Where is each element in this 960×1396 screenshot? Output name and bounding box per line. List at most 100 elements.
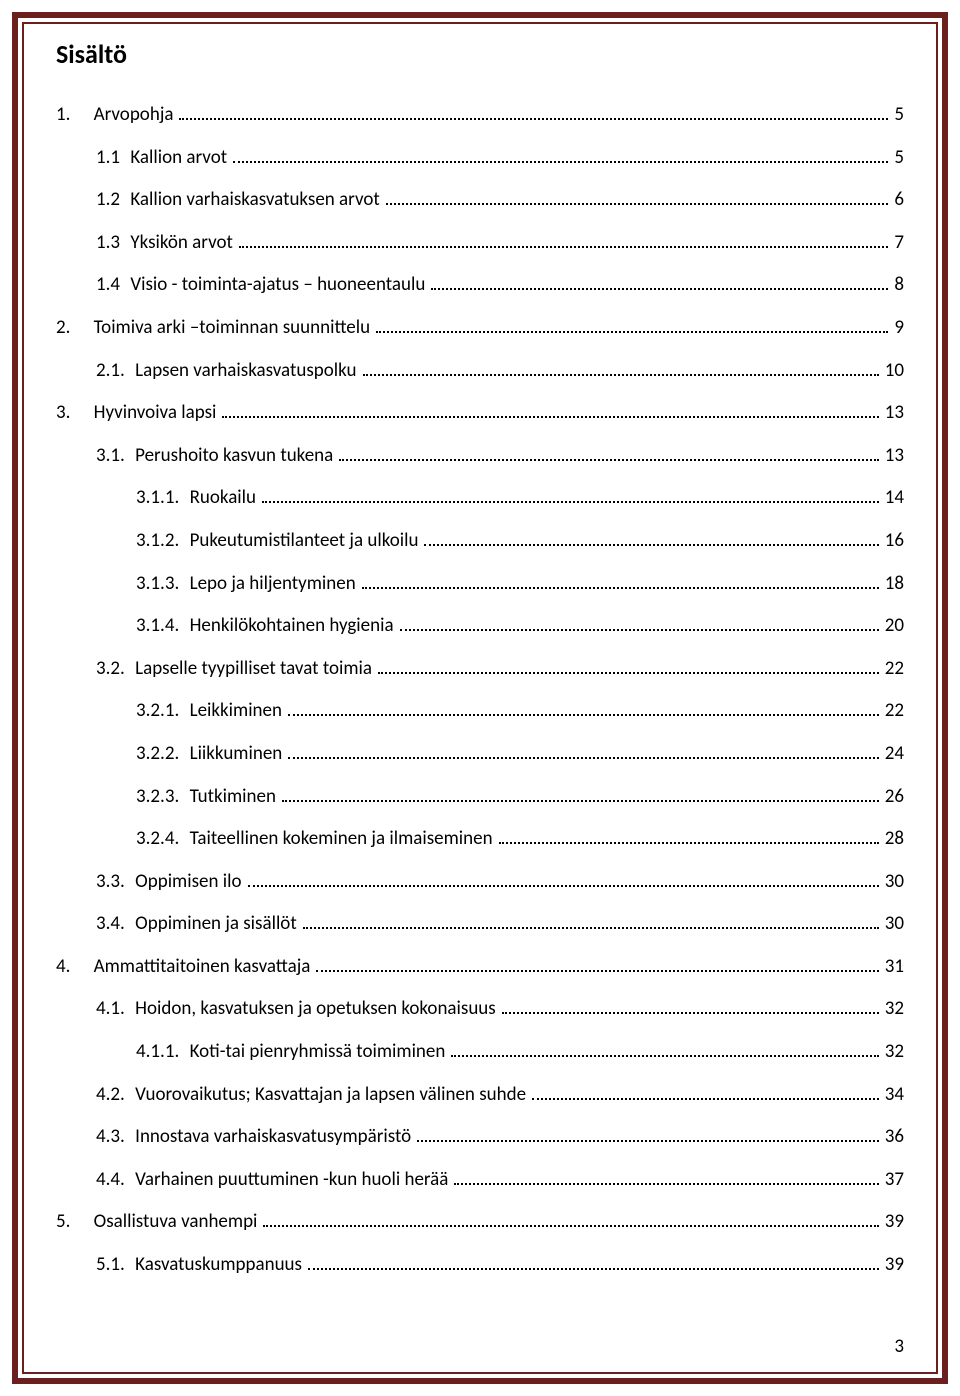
toc-number: 1.4 bbox=[96, 272, 124, 299]
toc-row: 4. Ammattitaitoinen kasvattaja31 bbox=[56, 946, 904, 989]
toc-number: 1. bbox=[56, 102, 88, 129]
toc-number: 3.2.3. bbox=[136, 784, 184, 811]
toc-number: 4.3. bbox=[96, 1124, 129, 1151]
toc-label: Visio - toiminta-ajatus – huoneentaulu bbox=[130, 272, 425, 299]
toc-label: Ruokailu bbox=[190, 485, 256, 512]
toc-leader-dots bbox=[248, 884, 879, 887]
toc-label: Tutkiminen bbox=[190, 784, 276, 811]
toc-label: Taiteellinen kokeminen ja ilmaiseminen bbox=[190, 826, 493, 853]
toc-page: 39 bbox=[885, 1252, 904, 1279]
toc-number: 3.3. bbox=[96, 869, 129, 896]
toc-label: Ammattitaitoinen kasvattaja bbox=[94, 954, 311, 981]
toc-list: 1. Arvopohja51.1 Kallion arvot51.2 Kalli… bbox=[56, 94, 904, 1287]
toc-row: 3.2. Lapselle tyypilliset tavat toimia22 bbox=[56, 648, 904, 691]
toc-row: 2. Toimiva arki –toiminnan suunnittelu9 bbox=[56, 307, 904, 350]
toc-label: Henkilökohtainen hygienia bbox=[190, 613, 394, 640]
toc-row: 5.1. Kasvatuskumppanuus39 bbox=[56, 1244, 904, 1287]
toc-number: 1.1 bbox=[96, 145, 124, 172]
toc-label: Yksikön arvot bbox=[130, 230, 233, 257]
toc-label: Pukeutumistilanteet ja ulkoilu bbox=[190, 528, 419, 555]
content-area: Sisältö 1. Arvopohja51.1 Kallion arvot51… bbox=[56, 38, 904, 1358]
toc-row: 3.1.1. Ruokailu14 bbox=[56, 477, 904, 520]
toc-leader-dots bbox=[362, 586, 879, 589]
toc-page: 8 bbox=[894, 272, 904, 299]
toc-page: 22 bbox=[885, 698, 904, 725]
toc-leader-dots bbox=[386, 202, 889, 205]
toc-row: 1.4 Visio - toiminta-ajatus – huoneentau… bbox=[56, 264, 904, 307]
toc-page: 7 bbox=[894, 230, 904, 257]
toc-number: 4.1.1. bbox=[136, 1039, 184, 1066]
toc-row: 4.2. Vuorovaikutus; Kasvattajan ja lapse… bbox=[56, 1074, 904, 1117]
toc-page: 6 bbox=[894, 187, 904, 214]
toc-row: 3.2.3. Tutkiminen26 bbox=[56, 776, 904, 819]
toc-label: Varhainen puuttuminen -kun huoli herää bbox=[135, 1167, 448, 1194]
toc-label: Kasvatuskumppanuus bbox=[135, 1252, 302, 1279]
toc-label: Koti-tai pienryhmissä toimiminen bbox=[190, 1039, 446, 1066]
toc-label: Arvopohja bbox=[94, 102, 174, 129]
toc-row: 3.3. Oppimisen ilo 30 bbox=[56, 861, 904, 904]
toc-page: 37 bbox=[885, 1167, 904, 1194]
toc-row: 1. Arvopohja5 bbox=[56, 94, 904, 137]
toc-number: 1.2 bbox=[96, 187, 124, 214]
toc-page: 32 bbox=[885, 996, 904, 1023]
toc-number: 1.3 bbox=[96, 230, 124, 257]
toc-label: Lapsen varhaiskasvatuspolku bbox=[135, 358, 356, 385]
toc-row: 4.3. Innostava varhaiskasvatusympäristö3… bbox=[56, 1116, 904, 1159]
toc-label: Leikkiminen bbox=[190, 698, 282, 725]
toc-number: 5. bbox=[56, 1209, 88, 1236]
toc-row: 3.1. Perushoito kasvun tukena13 bbox=[56, 435, 904, 478]
toc-row: 1.3 Yksikön arvot 7 bbox=[56, 222, 904, 265]
toc-number: 3.2. bbox=[96, 656, 129, 683]
toc-page: 16 bbox=[885, 528, 904, 555]
toc-label: Lepo ja hiljentyminen bbox=[190, 571, 356, 598]
toc-label: Perushoito kasvun tukena bbox=[135, 443, 333, 470]
toc-number: 4.1. bbox=[96, 996, 129, 1023]
toc-number: 3.2.2. bbox=[136, 741, 184, 768]
toc-row: 5. Osallistuva vanhempi39 bbox=[56, 1201, 904, 1244]
toc-label: Hoidon, kasvatuksen ja opetuksen kokonai… bbox=[135, 996, 496, 1023]
toc-row: 3.1.4. Henkilökohtainen hygienia20 bbox=[56, 605, 904, 648]
toc-leader-dots bbox=[239, 245, 889, 248]
toc-leader-dots bbox=[288, 756, 878, 759]
toc-leader-dots bbox=[222, 415, 878, 418]
toc-leader-dots bbox=[376, 330, 888, 333]
toc-row: 1.1 Kallion arvot5 bbox=[56, 137, 904, 180]
toc-page: 13 bbox=[885, 400, 904, 427]
toc-row: 3.2.2. Liikkuminen24 bbox=[56, 733, 904, 776]
toc-leader-dots bbox=[308, 1267, 879, 1270]
toc-page: 32 bbox=[885, 1039, 904, 1066]
toc-number: 4.2. bbox=[96, 1082, 129, 1109]
toc-label: Kallion arvot bbox=[130, 145, 227, 172]
toc-leader-dots bbox=[363, 373, 879, 376]
toc-row: 1.2 Kallion varhaiskasvatuksen arvot6 bbox=[56, 179, 904, 222]
toc-row: 3.2.1. Leikkiminen 22 bbox=[56, 690, 904, 733]
toc-leader-dots bbox=[179, 117, 888, 120]
toc-leader-dots bbox=[288, 713, 879, 716]
toc-leader-dots bbox=[502, 1011, 879, 1014]
toc-leader-dots bbox=[378, 671, 879, 674]
toc-number: 2.1. bbox=[96, 358, 129, 385]
toc-title: Sisältö bbox=[56, 38, 904, 70]
toc-row: 4.1.1. Koti-tai pienryhmissä toimiminen 3… bbox=[56, 1031, 904, 1074]
toc-row: 3.1.3. Lepo ja hiljentyminen18 bbox=[56, 563, 904, 606]
toc-page: 31 bbox=[885, 954, 904, 981]
toc-label: Oppimisen ilo bbox=[135, 869, 241, 896]
toc-page: 13 bbox=[885, 443, 904, 470]
toc-page: 30 bbox=[885, 911, 904, 938]
toc-leader-dots bbox=[424, 543, 878, 546]
toc-leader-dots bbox=[431, 287, 888, 290]
toc-page: 28 bbox=[885, 826, 904, 853]
toc-leader-dots bbox=[417, 1139, 879, 1142]
toc-label: Vuorovaikutus; Kasvattajan ja lapsen väl… bbox=[135, 1082, 526, 1109]
toc-page: 30 bbox=[885, 869, 904, 896]
toc-number: 3.1.3. bbox=[136, 571, 184, 598]
toc-number: 4.4. bbox=[96, 1167, 129, 1194]
toc-label: Hyvinvoiva lapsi bbox=[94, 400, 217, 427]
toc-number: 3.2.1. bbox=[136, 698, 184, 725]
toc-label: Osallistuva vanhempi bbox=[94, 1209, 258, 1236]
toc-page: 14 bbox=[885, 485, 904, 512]
toc-number: 3.1.4. bbox=[136, 613, 184, 640]
toc-page: 10 bbox=[885, 358, 904, 385]
toc-leader-dots bbox=[454, 1182, 878, 1185]
toc-row: 4.4. Varhainen puuttuminen -kun huoli he… bbox=[56, 1159, 904, 1202]
